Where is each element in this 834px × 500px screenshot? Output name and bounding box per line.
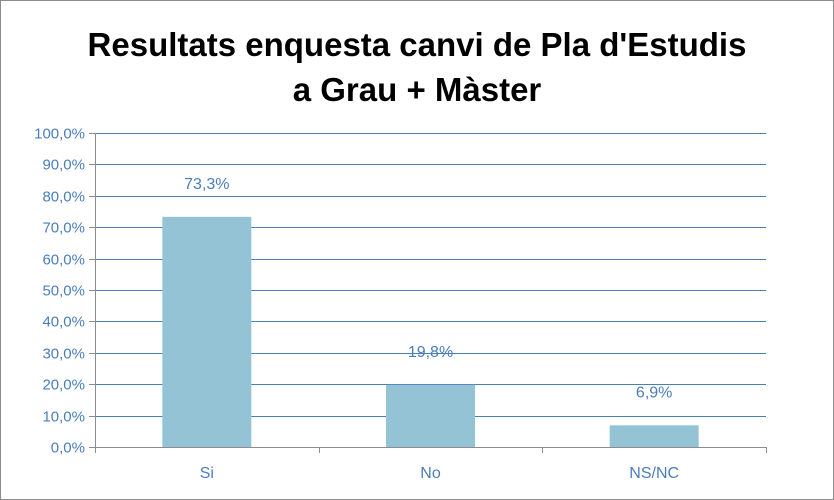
y-tick-label: 80,0% (42, 189, 85, 206)
axes (89, 133, 767, 453)
y-tick-label: 20,0% (42, 377, 85, 394)
data-label: 6,9% (636, 384, 672, 401)
x-category-label: No (420, 465, 441, 482)
x-category-label: Si (200, 465, 214, 482)
y-tick-label: 60,0% (42, 252, 85, 269)
bars (162, 216, 699, 447)
bar (386, 384, 475, 447)
y-tick-label: 100,0% (34, 126, 85, 143)
data-label: 19,8% (408, 344, 453, 361)
data-labels: 73,3% 19,8% 6,9% (184, 176, 672, 401)
chart-title: Resultats enquesta canvi de Pla d'Estudi… (0, 22, 834, 112)
x-category-label: NS/NC (629, 465, 679, 482)
chart-title-line-1: Resultats enquesta canvi de Pla d'Estudi… (87, 26, 747, 63)
x-axis-category-labels: Si No NS/NC (200, 465, 679, 482)
y-axis-tick-labels: 0,0% 10,0% 20,0% 30,0% 40,0% 50,0% 60,0% 70,0% 8… (34, 126, 85, 457)
y-tick-label: 0,0% (51, 440, 85, 457)
data-label: 73,3% (184, 176, 229, 193)
y-tick-label: 50,0% (42, 283, 85, 300)
y-tick-label: 90,0% (42, 157, 85, 174)
chart-title-line-2: a Grau + Màster (292, 71, 542, 108)
bar (162, 216, 252, 447)
bar (609, 425, 699, 447)
y-tick-label: 70,0% (42, 220, 85, 237)
y-tick-label: 40,0% (42, 314, 85, 331)
y-tick-label: 10,0% (42, 409, 85, 426)
y-tick-label: 30,0% (42, 346, 85, 363)
